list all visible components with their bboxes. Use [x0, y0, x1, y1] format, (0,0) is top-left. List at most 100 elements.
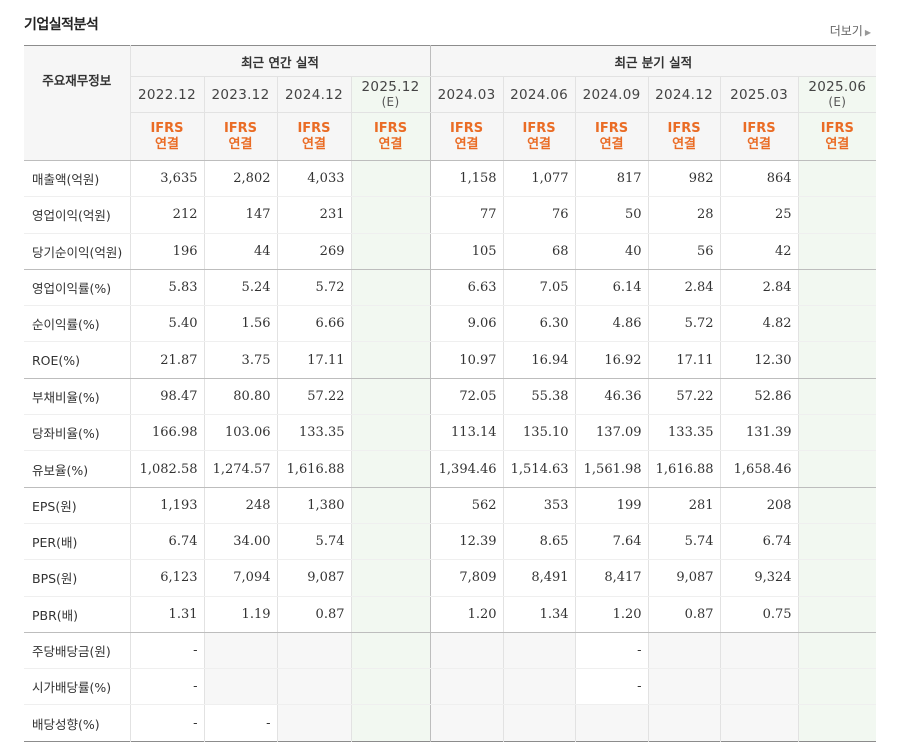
- value-cell: [503, 632, 576, 670]
- value-cell: [798, 487, 877, 524]
- value-cell: -: [575, 632, 649, 670]
- value-cell: 1,077: [503, 160, 576, 198]
- value-cell: 1,561.98: [575, 450, 649, 488]
- value-cell: 1,274.57: [204, 450, 278, 488]
- consolidated-label: 연결: [672, 136, 696, 152]
- row-label: 주당배당금(원): [24, 632, 131, 670]
- value-cell: 131.39: [720, 414, 799, 452]
- ifrs-label: IFRS: [223, 120, 258, 136]
- value-cell: 8,491: [503, 559, 576, 597]
- value-cell: 57.22: [277, 378, 352, 416]
- row-label: 부채비율(%): [24, 378, 131, 416]
- value-cell: 1,658.46: [720, 450, 799, 488]
- consolidated-label: 연결: [155, 136, 179, 152]
- value-cell: [277, 668, 352, 706]
- value-cell: [798, 160, 877, 198]
- value-cell: 76: [503, 196, 576, 234]
- label-column-header: 주요재무정보: [24, 45, 131, 113]
- table-row: 부채비율(%) 98.47 80.80 57.22 72.05 55.38 46.36 57.…: [24, 378, 877, 416]
- accounting-standard-header: IFRS 연결: [277, 112, 352, 161]
- ifrs-label: IFRS: [820, 120, 854, 136]
- value-cell: 3,635: [130, 160, 205, 198]
- period-header: 2025.03: [720, 76, 799, 113]
- value-cell: [720, 668, 799, 706]
- accounting-standard-header: IFRS 연결: [503, 112, 576, 161]
- consolidated-label: 연결: [599, 136, 624, 152]
- accounting-standard-header: IFRS 연결: [430, 112, 504, 161]
- value-cell: 12.39: [430, 523, 504, 561]
- value-cell: 196: [130, 233, 205, 270]
- value-cell: 135.10: [503, 414, 576, 452]
- period-header-estimate: 2025.06 (E): [798, 76, 877, 113]
- period-header: 2023.12: [204, 76, 278, 113]
- table-row: 순이익률(%) 5.40 1.56 6.66 9.06 6.30 4.86 5.72 4.82: [24, 305, 877, 343]
- value-cell: [351, 596, 431, 633]
- row-label: 시가배당률(%): [24, 668, 131, 706]
- period-header: 2022.12: [130, 76, 205, 113]
- value-cell: 7.64: [575, 523, 649, 561]
- value-cell: [720, 704, 799, 742]
- value-cell: -: [130, 632, 205, 670]
- value-cell: 77: [430, 196, 504, 234]
- value-cell: 864: [720, 160, 799, 198]
- value-cell: 6,123: [130, 559, 205, 597]
- value-cell: [430, 668, 504, 706]
- value-cell: [798, 559, 877, 597]
- value-cell: [351, 704, 431, 742]
- ifrs-label: IFRS: [150, 120, 184, 136]
- consolidated-label: 연결: [825, 136, 850, 152]
- value-cell: 21.87: [130, 341, 205, 379]
- value-cell: 5.74: [277, 523, 352, 561]
- value-cell: 1,616.88: [277, 450, 352, 488]
- row-label: 당기순이익(억원): [24, 233, 131, 270]
- section-title: 기업실적분석: [24, 17, 99, 33]
- value-cell: [798, 196, 877, 234]
- value-cell: 57.22: [648, 378, 721, 416]
- table-row: EPS(원) 1,193 248 1,380 562 353 199 281 208: [24, 487, 877, 524]
- value-cell: 147: [204, 196, 278, 234]
- period-header: 2024.06: [503, 76, 576, 113]
- value-cell: -: [130, 704, 205, 742]
- value-cell: 5.24: [204, 269, 278, 307]
- table-row: PER(배) 6.74 34.00 5.74 12.39 8.65 7.64 5.74 6.74: [24, 523, 877, 561]
- value-cell: [503, 704, 576, 742]
- more-link[interactable]: 더보기 ▶: [830, 22, 871, 39]
- value-cell: 80.80: [204, 378, 278, 416]
- value-cell: 9,087: [648, 559, 721, 597]
- row-label: 유보율(%): [24, 450, 131, 488]
- accounting-standard-header: IFRS 연결: [798, 112, 877, 161]
- value-cell: 1,514.63: [503, 450, 576, 488]
- row-label: 영업이익률(%): [24, 269, 131, 307]
- value-cell: 12.30: [720, 341, 799, 379]
- value-cell: [798, 668, 877, 706]
- row-label: 순이익률(%): [24, 305, 131, 343]
- value-cell: 1.34: [503, 596, 576, 633]
- value-cell: [503, 668, 576, 706]
- value-cell: 1.20: [430, 596, 504, 633]
- value-cell: 50: [575, 196, 649, 234]
- value-cell: 5.72: [277, 269, 352, 307]
- ifrs-label: IFRS: [297, 120, 331, 136]
- value-cell: 269: [277, 233, 352, 270]
- period-header: 2024.12: [648, 76, 721, 113]
- row-label: BPS(원): [24, 559, 131, 597]
- value-cell: [351, 269, 431, 307]
- value-cell: 982: [648, 160, 721, 198]
- value-cell: 212: [130, 196, 205, 234]
- value-cell: -: [204, 704, 278, 742]
- value-cell: 98.47: [130, 378, 205, 416]
- period-header: 2024.09: [575, 76, 649, 113]
- more-label: 더보기: [829, 24, 863, 38]
- consolidated-label: 연결: [747, 136, 771, 152]
- value-cell: [351, 305, 431, 343]
- value-cell: 6.66: [277, 305, 352, 343]
- quarter-group-header: 최근 분기 실적: [430, 45, 877, 77]
- consolidated-label: 연결: [302, 136, 326, 152]
- value-cell: [798, 378, 877, 416]
- value-cell: 3.75: [204, 341, 278, 379]
- value-cell: 5.40: [130, 305, 205, 343]
- period-header: 2024.12: [277, 76, 352, 113]
- value-cell: 1,193: [130, 487, 205, 524]
- table-row: 주당배당금(원) - -: [24, 632, 877, 670]
- value-cell: 6.30: [503, 305, 576, 343]
